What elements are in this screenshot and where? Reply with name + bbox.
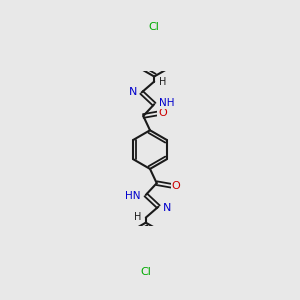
- Text: NH: NH: [159, 98, 175, 108]
- Text: N: N: [129, 87, 137, 97]
- Text: O: O: [158, 109, 167, 118]
- Text: N: N: [163, 202, 171, 212]
- Text: H: H: [134, 212, 141, 222]
- Text: Cl: Cl: [149, 22, 160, 32]
- Text: H: H: [159, 77, 166, 87]
- Text: Cl: Cl: [140, 267, 151, 277]
- Text: HN: HN: [125, 191, 141, 201]
- Text: O: O: [171, 181, 180, 191]
